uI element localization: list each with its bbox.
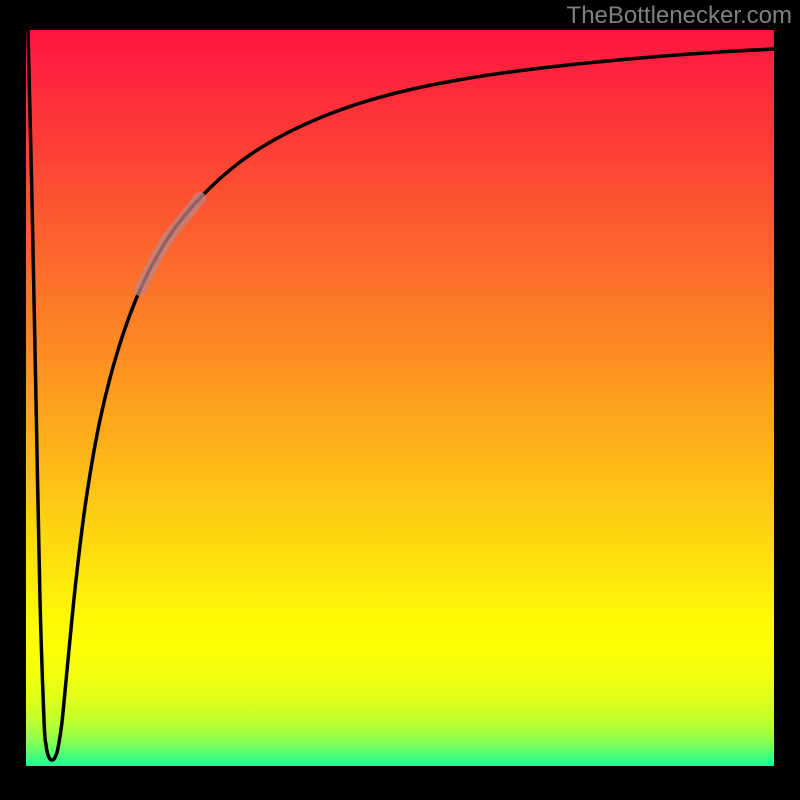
bottleneck-chart — [0, 0, 800, 800]
attribution-label: TheBottlenecker.com — [567, 2, 792, 30]
chart-plot-area — [26, 30, 774, 766]
chart-container: TheBottlenecker.com — [0, 0, 800, 800]
